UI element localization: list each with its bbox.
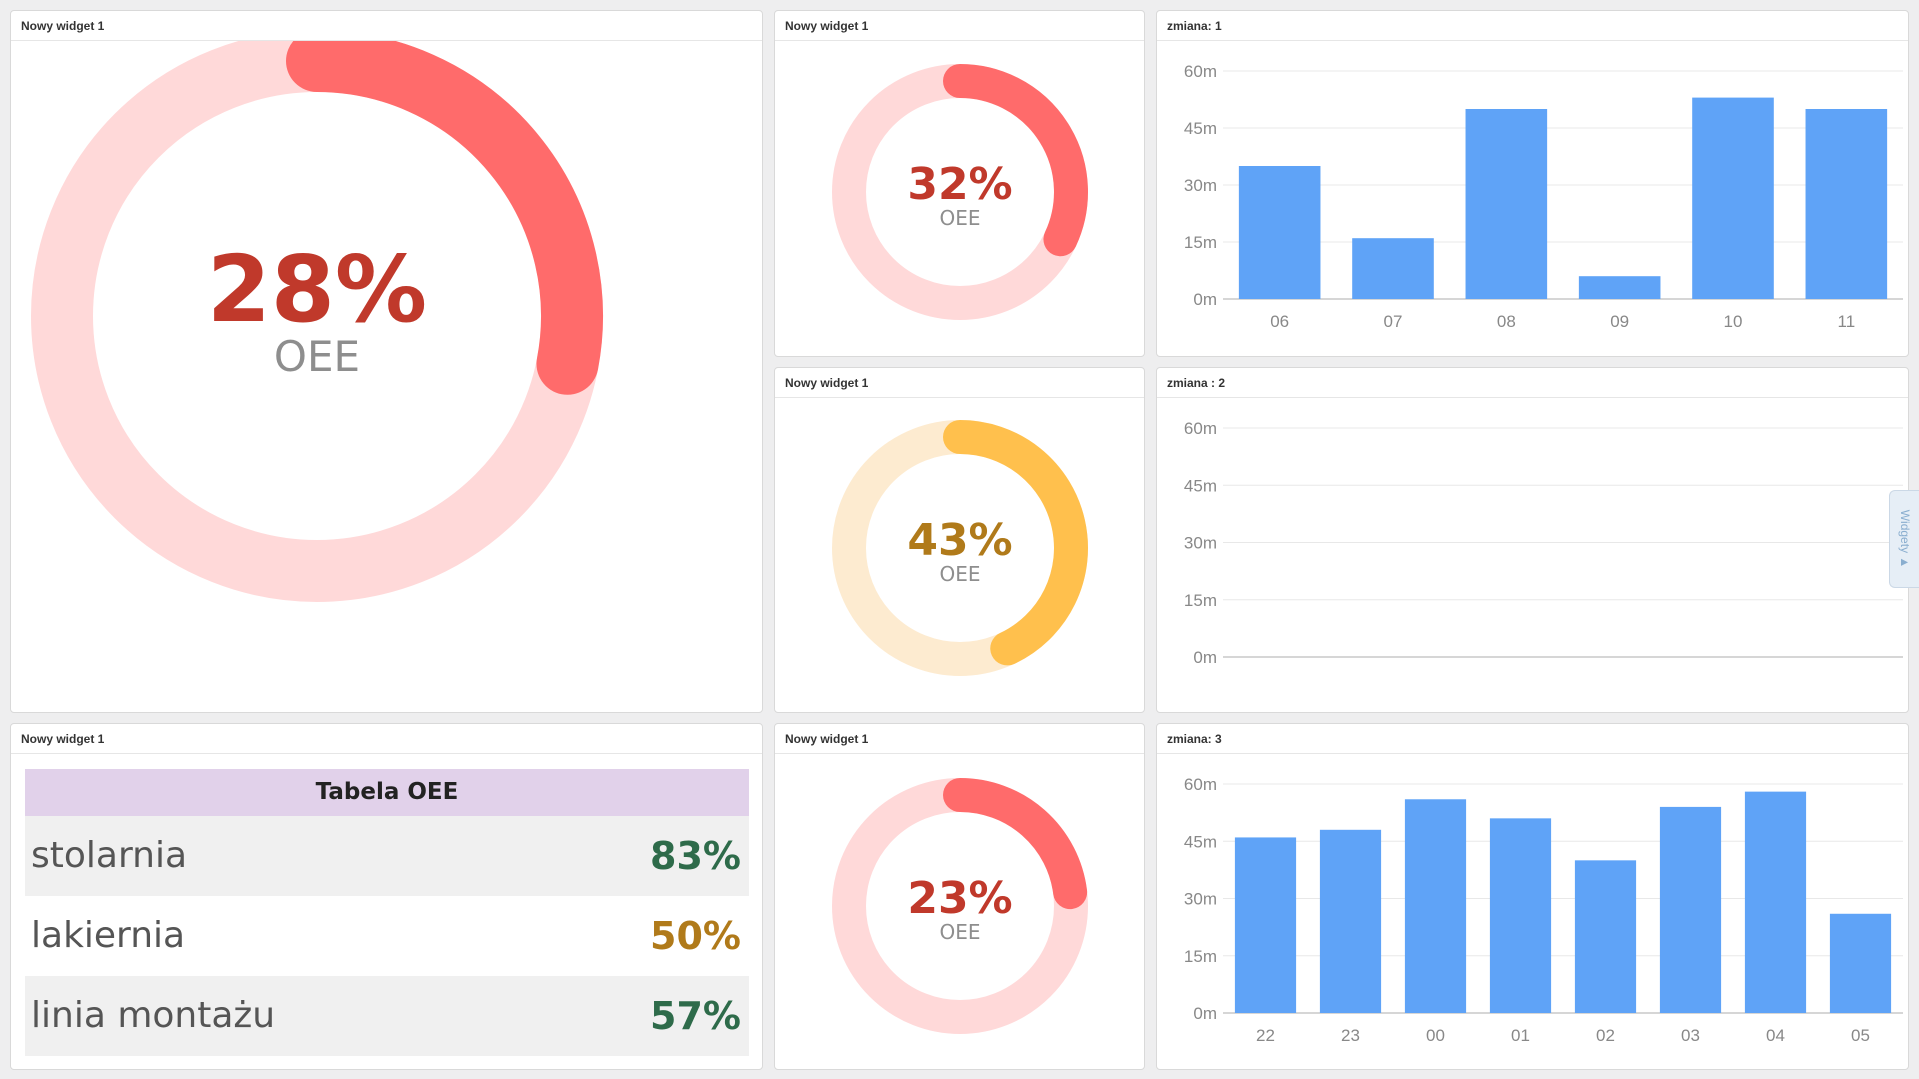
shift-chart-widget-3: zmiana: 3 0m 15m 30m 45m 60m 22 23 00 01 02 03 04 05	[1156, 723, 1909, 1070]
y-tick-label: 15m	[1184, 591, 1217, 610]
y-tick-label: 0m	[1193, 1004, 1217, 1023]
bar-chart-2: 0m 15m 30m 45m 60m	[1184, 419, 1903, 667]
gauge-value-arc	[943, 420, 1088, 666]
y-tick-label: 45m	[1184, 119, 1217, 138]
gauge-value-arc	[286, 41, 603, 395]
x-tick-label: 05	[1851, 1026, 1870, 1045]
widget-title[interactable]: Nowy widget 1	[11, 11, 762, 41]
widget-title[interactable]: zmiana: 3	[1157, 724, 1908, 754]
x-tick-label: 07	[1384, 312, 1403, 331]
y-tick-label: 15m	[1184, 233, 1217, 252]
bar[interactable]	[1805, 109, 1888, 299]
row-value: 83%	[650, 834, 741, 878]
x-tick-label: 22	[1256, 1026, 1275, 1045]
bar[interactable]	[1465, 109, 1548, 299]
x-tick-label: 03	[1681, 1026, 1700, 1045]
bar[interactable]	[1659, 806, 1722, 1013]
row-value: 50%	[650, 914, 741, 958]
bar[interactable]	[1319, 829, 1382, 1013]
x-tick-label: 23	[1341, 1026, 1360, 1045]
gauge-value-arc	[943, 778, 1088, 910]
bar[interactable]	[1352, 238, 1434, 299]
x-tick-label: 11	[1838, 312, 1856, 331]
gauge-percent: 43%	[907, 515, 1012, 566]
x-tick-label: 10	[1724, 312, 1743, 331]
bar[interactable]	[1234, 837, 1297, 1013]
y-tick-label: 60m	[1184, 419, 1217, 438]
gauge-1: 32%OEE	[832, 64, 1088, 320]
row-name: lakiernia	[31, 915, 186, 956]
x-tick-label: 08	[1497, 312, 1516, 331]
row-name: stolarnia	[31, 835, 188, 876]
y-tick-label: 30m	[1184, 176, 1217, 195]
y-tick-label: 30m	[1184, 890, 1217, 909]
gauge-widget-main: Nowy widget 1 28% OEE	[10, 10, 763, 713]
oee-table: Tabela OEE stolarnia 83% lakiernia 50% l…	[25, 769, 749, 1056]
widget-title[interactable]: zmiana : 2	[1157, 368, 1908, 398]
bar[interactable]	[1829, 913, 1892, 1013]
bar[interactable]	[1744, 791, 1807, 1013]
row-name: linia montażu	[31, 995, 276, 1036]
bar[interactable]	[1238, 166, 1321, 299]
table-row: linia montażu 57%	[25, 976, 749, 1056]
table-row: lakiernia 50%	[25, 896, 749, 976]
x-tick-label: 09	[1610, 312, 1629, 331]
gauge-label: OEE	[939, 562, 980, 586]
widget-title[interactable]: zmiana: 1	[1157, 11, 1908, 41]
gauge-label: OEE	[939, 920, 980, 944]
bar[interactable]	[1574, 860, 1637, 1013]
y-tick-label: 0m	[1193, 290, 1217, 309]
gauge-main: 28%OEE	[31, 41, 603, 602]
gauge-3: 23%OEE	[832, 778, 1088, 1034]
gauge-percent: 28%	[207, 236, 427, 343]
gauge-2: 43%OEE	[832, 420, 1088, 676]
gauge-label: OEE	[939, 206, 980, 230]
y-tick-label: 30m	[1184, 534, 1217, 553]
x-tick-label: 01	[1511, 1026, 1530, 1045]
bar[interactable]	[1578, 276, 1661, 299]
y-tick-label: 45m	[1184, 476, 1217, 495]
shift-chart-widget-2: zmiana : 2 0m 15m 30m 45m 60m	[1156, 367, 1909, 713]
y-tick-label: 60m	[1184, 775, 1217, 794]
table-header: Tabela OEE	[25, 769, 749, 816]
widget-title[interactable]: Nowy widget 1	[775, 724, 1144, 754]
bar-chart-1: 0m 15m 30m 45m 60m 06 07 08 09 10 11	[1184, 62, 1903, 331]
gauge-label: OEE	[274, 332, 360, 381]
table-row: stolarnia 83%	[25, 816, 749, 896]
gauge-percent: 23%	[907, 873, 1012, 924]
widgets-side-tab[interactable]: Widgety ▲	[1889, 490, 1919, 588]
bar-chart-3: 0m 15m 30m 45m 60m 22 23 00 01 02 03 04 05	[1184, 775, 1903, 1045]
y-tick-label: 0m	[1193, 648, 1217, 667]
x-tick-label: 06	[1270, 312, 1289, 331]
gauge-widget-1: Nowy widget 1 32% OEE	[774, 10, 1145, 357]
row-value: 57%	[650, 994, 741, 1038]
y-tick-label: 15m	[1184, 947, 1217, 966]
bar[interactable]	[1404, 799, 1467, 1013]
x-tick-label: 00	[1426, 1026, 1445, 1045]
widget-title[interactable]: Nowy widget 1	[775, 11, 1144, 41]
widget-title[interactable]: Nowy widget 1	[775, 368, 1144, 398]
gauge-value-arc	[943, 64, 1088, 257]
gauge-widget-3: Nowy widget 1 23% OEE	[774, 723, 1145, 1070]
side-tab-label: Widgety ▲	[1897, 509, 1912, 569]
bar[interactable]	[1489, 818, 1552, 1013]
widget-title[interactable]: Nowy widget 1	[11, 724, 762, 754]
oee-table-widget: Nowy widget 1 Tabela OEE stolarnia 83% l…	[10, 723, 763, 1070]
x-tick-label: 02	[1596, 1026, 1615, 1045]
y-tick-label: 60m	[1184, 62, 1217, 81]
shift-chart-widget-1: zmiana: 1 0m 15m 30m 45m 60m 06 07 08 09 10 11	[1156, 10, 1909, 357]
gauge-percent: 32%	[907, 159, 1012, 210]
gauge-widget-2: Nowy widget 1 43% OEE	[774, 367, 1145, 713]
bar[interactable]	[1692, 97, 1774, 299]
x-tick-label: 04	[1766, 1026, 1785, 1045]
y-tick-label: 45m	[1184, 832, 1217, 851]
